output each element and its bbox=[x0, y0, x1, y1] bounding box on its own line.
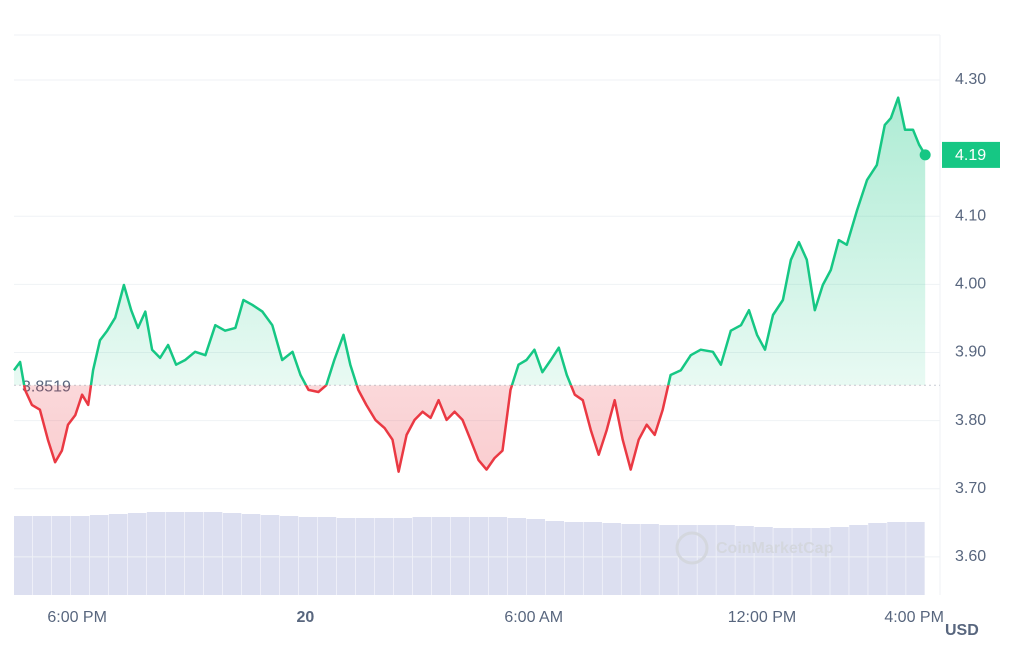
volume-bar bbox=[564, 522, 583, 595]
volume-bar bbox=[621, 524, 640, 595]
volume-bar bbox=[469, 517, 489, 595]
volume-bar bbox=[716, 525, 735, 595]
last-point bbox=[919, 149, 931, 161]
price-line-down bbox=[22, 385, 670, 473]
volume-bar bbox=[412, 517, 432, 595]
volume-bar bbox=[146, 512, 166, 595]
volume-bar bbox=[203, 512, 223, 595]
volume-bar bbox=[773, 528, 792, 595]
volume-bar bbox=[754, 527, 773, 595]
volume-bar bbox=[583, 522, 602, 595]
volume-bar bbox=[640, 524, 659, 595]
volume-bar bbox=[298, 517, 318, 595]
volume-bar bbox=[32, 516, 52, 595]
x-tick-label: 4:00 PM bbox=[884, 609, 944, 626]
watermark-text: CoinMarketCap bbox=[716, 540, 834, 557]
x-tick-label: 12:00 PM bbox=[728, 609, 796, 626]
volume-bar bbox=[792, 528, 811, 595]
volume-bar bbox=[545, 521, 564, 595]
volume-bar bbox=[108, 514, 128, 595]
x-tick-label: 20 bbox=[297, 609, 315, 626]
volume-bar bbox=[279, 516, 299, 595]
volume-bar bbox=[811, 528, 830, 595]
volume-bar bbox=[849, 525, 868, 595]
x-tick-label: 6:00 PM bbox=[47, 609, 107, 626]
volume-bar bbox=[222, 513, 242, 595]
price-badge bbox=[942, 141, 1000, 168]
volume-bar bbox=[659, 525, 678, 595]
volume-bar bbox=[431, 517, 451, 595]
volume-bar bbox=[70, 516, 90, 595]
price-badge-label: 4.19 bbox=[955, 147, 986, 164]
watermark: CoinMarketCap bbox=[675, 531, 834, 565]
currency-label: USD bbox=[945, 622, 979, 639]
volume-bar bbox=[165, 512, 185, 595]
volume-bar bbox=[602, 523, 621, 595]
volume-bar bbox=[887, 522, 906, 595]
y-tick-label: 3.70 bbox=[955, 480, 986, 497]
volume-bar bbox=[488, 517, 508, 595]
y-tick-label: 3.80 bbox=[955, 412, 986, 429]
volume-bar bbox=[241, 514, 261, 595]
volume-bar bbox=[830, 527, 849, 595]
volume-bar bbox=[317, 517, 337, 595]
volume-bar bbox=[260, 515, 280, 595]
y-tick-label: 4.00 bbox=[955, 276, 986, 293]
volume-bar bbox=[697, 525, 716, 595]
y-tick-label: 4.10 bbox=[955, 207, 986, 224]
volume-bar bbox=[14, 516, 33, 595]
volume-bar bbox=[184, 512, 204, 595]
volume-bar bbox=[678, 525, 697, 595]
y-tick-label: 3.90 bbox=[955, 344, 986, 361]
volume-bar bbox=[127, 513, 147, 595]
volume-bar bbox=[906, 522, 925, 595]
volume-bar bbox=[89, 515, 109, 595]
volume-bar bbox=[735, 526, 754, 595]
price-line-up bbox=[12, 96, 927, 386]
volume-bar bbox=[450, 517, 470, 595]
x-tick-label: 6:00 AM bbox=[504, 609, 563, 626]
volume-bar bbox=[868, 523, 887, 595]
y-tick-label: 4.30 bbox=[955, 71, 986, 88]
volume-bar bbox=[51, 516, 71, 595]
y-tick-label: 3.60 bbox=[955, 548, 986, 565]
area-up bbox=[14, 97, 926, 386]
